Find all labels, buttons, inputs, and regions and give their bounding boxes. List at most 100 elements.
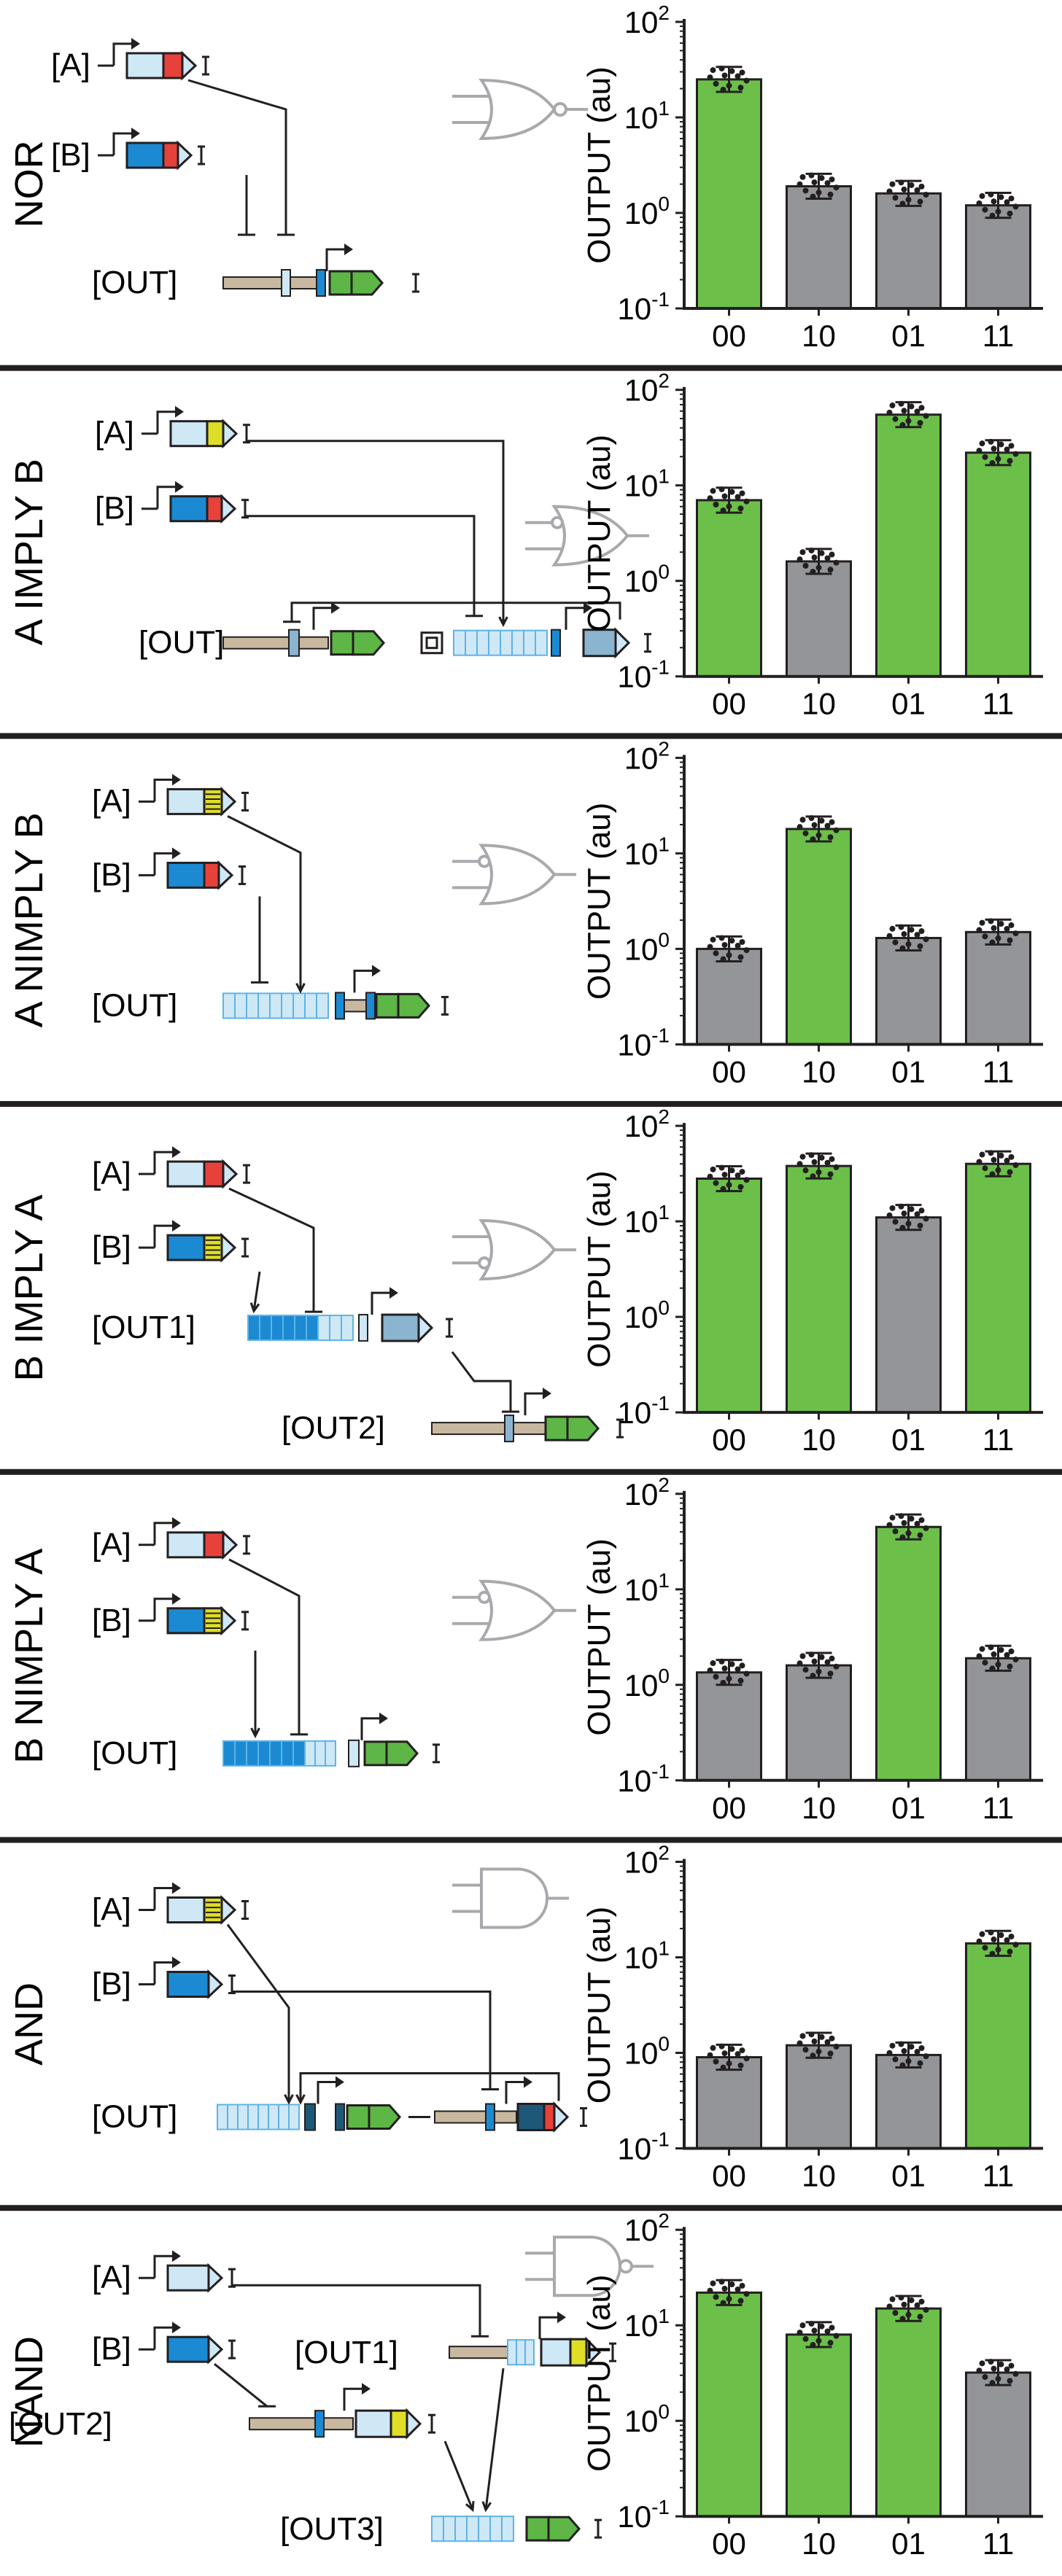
data-point — [802, 187, 809, 194]
gene-label-a: [A] — [92, 783, 131, 819]
panel-title: NOR — [7, 140, 51, 227]
tick-base: 10 — [617, 1764, 651, 1798]
panel-title: NAND — [7, 2336, 51, 2448]
data-point — [898, 179, 904, 186]
promoter-arrow-icon — [156, 405, 184, 434]
operator-array — [507, 2339, 535, 2366]
y-tick-label: 101 — [624, 1569, 670, 1607]
operator-site — [237, 2104, 249, 2131]
y-axis-label: OUTPUT (au) — [581, 435, 617, 632]
repression-edge — [251, 896, 268, 984]
data-point — [713, 80, 719, 87]
data-point — [808, 172, 815, 179]
y-tick-label: 102 — [624, 2209, 670, 2247]
data-point — [989, 459, 996, 466]
data-point — [808, 815, 815, 822]
cds-tip — [207, 1969, 224, 1999]
operator-site — [341, 1315, 354, 1342]
x-tick-label: 11 — [982, 2159, 1015, 2193]
data-point — [917, 2060, 923, 2066]
operator-array — [222, 992, 329, 1019]
tick-exponent: 2 — [658, 1105, 670, 1128]
data-point — [810, 2052, 816, 2059]
data-point — [726, 503, 732, 510]
data-point — [739, 69, 745, 76]
data-point — [889, 402, 896, 409]
regulator-gene: [B] — [92, 847, 246, 892]
data-point — [818, 817, 825, 824]
data-point — [810, 1173, 816, 1180]
operator-site — [247, 1315, 260, 1342]
gfp-reporter — [363, 1740, 419, 1767]
data-point — [811, 2327, 818, 2334]
data-point — [739, 938, 745, 945]
gfp-reporter — [328, 270, 384, 296]
data-point — [802, 2335, 809, 2342]
operator-site — [246, 1740, 259, 1767]
data-point — [898, 2041, 904, 2047]
spacer-dna — [222, 276, 290, 289]
operator-site — [453, 629, 466, 656]
data-point — [796, 824, 803, 830]
operator-site — [271, 1315, 284, 1342]
terminator-icon — [241, 499, 249, 519]
data-point — [901, 408, 907, 414]
tick-exponent: 2 — [658, 1, 670, 24]
x-tick-label: 00 — [712, 687, 746, 721]
gate-body — [551, 505, 629, 567]
data-point — [737, 1678, 744, 1684]
data-point — [1012, 451, 1019, 457]
data-point — [988, 1929, 994, 1936]
operator-array — [247, 1315, 319, 1342]
data-point — [995, 2375, 1001, 2382]
spacer-dna — [249, 2417, 316, 2431]
panel: NAND — [7, 2235, 654, 2448]
activation-line — [252, 1271, 261, 1312]
operator-site — [316, 992, 329, 1019]
data-point — [892, 1218, 899, 1225]
gfp-reporter — [346, 2104, 401, 2130]
regulator-cds — [166, 1606, 237, 1636]
logic-gate-symbol-icon — [452, 78, 588, 141]
data-point — [827, 1171, 834, 1178]
data-point — [726, 1182, 732, 1188]
data-point — [720, 2300, 726, 2306]
data-point — [892, 416, 899, 422]
data-point — [827, 1670, 834, 1677]
cds-segment — [162, 141, 179, 169]
promoter-stem — [312, 607, 334, 630]
data-point — [827, 2050, 834, 2057]
gfp-cds — [385, 1740, 419, 1767]
data-point — [886, 2303, 893, 2310]
tick-exponent: -1 — [651, 1392, 670, 1415]
data-point — [720, 956, 726, 962]
promoter-head — [131, 38, 140, 50]
promoter-arrow-icon — [153, 1517, 181, 1545]
spacer-dna — [290, 276, 317, 289]
data-point — [995, 1167, 1001, 1173]
terminator-icon — [433, 1743, 440, 1764]
data-point — [833, 2332, 840, 2339]
data-point — [707, 943, 713, 950]
data-point — [802, 562, 809, 569]
data-point — [918, 1517, 925, 1523]
regulator-cds — [166, 1969, 224, 1999]
data-point — [726, 82, 732, 89]
tick-exponent: 0 — [658, 561, 670, 583]
operator-site — [476, 629, 489, 656]
data-point — [898, 924, 904, 930]
promoter-head — [172, 1956, 181, 1969]
y-tick-label: 101 — [624, 465, 670, 503]
data-point — [982, 933, 988, 940]
terminator-icon — [243, 424, 250, 444]
data-point — [739, 490, 745, 497]
x-tick-label: 01 — [891, 319, 926, 353]
data-point — [743, 947, 750, 954]
logic-gate-symbol-icon — [452, 1579, 576, 1641]
data-point — [810, 193, 816, 200]
data-point — [737, 2062, 744, 2069]
cds-tip — [220, 1606, 237, 1636]
cds-tip — [207, 2262, 224, 2293]
data-point — [982, 1945, 988, 1951]
rbs-box — [375, 992, 400, 1019]
